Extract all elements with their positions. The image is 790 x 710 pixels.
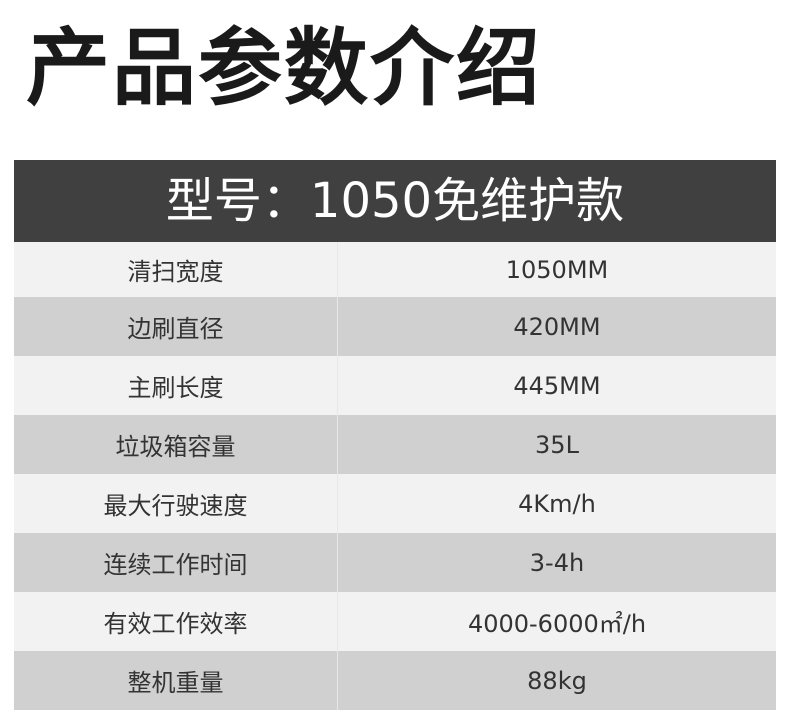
- table-row: 有效工作效率 4000-6000㎡/h: [14, 592, 776, 651]
- table-row: 最大行驶速度 4Km/h: [14, 474, 776, 533]
- page-title: 产品参数介绍: [26, 19, 543, 117]
- spec-value: 88kg: [527, 666, 587, 695]
- spec-value: 1050MM: [505, 255, 609, 284]
- spec-label: 有效工作效率: [14, 592, 338, 651]
- table-row: 边刷直径 420MM: [14, 297, 776, 356]
- spec-label: 边刷直径: [14, 297, 338, 356]
- table-row: 垃圾箱容量 35L: [14, 415, 776, 474]
- spec-label: 主刷长度: [14, 356, 338, 415]
- spec-value: 4Km/h: [518, 489, 596, 518]
- spec-label: 垃圾箱容量: [14, 415, 338, 474]
- table-row: 连续工作时间 3-4h: [14, 533, 776, 592]
- spec-value: 35L: [535, 430, 579, 459]
- spec-value: 420MM: [513, 312, 601, 341]
- spec-table: 型号：1050免维护款 清扫宽度 1050MM 边刷直径 420MM 主刷长度 445MM…: [14, 160, 776, 710]
- table-row: 整机重量 88kg: [14, 651, 776, 710]
- spec-label: 最大行驶速度: [14, 474, 338, 533]
- model-header: 型号：1050免维护款: [14, 160, 776, 242]
- table-row: 清扫宽度 1050MM: [14, 242, 776, 297]
- spec-label: 连续工作时间: [14, 533, 338, 592]
- spec-value: 3-4h: [529, 548, 585, 577]
- spec-label: 整机重量: [14, 651, 338, 710]
- spec-label: 清扫宽度: [14, 242, 338, 297]
- spec-value: 445MM: [513, 371, 601, 400]
- spec-value: 4000-6000㎡/h: [467, 610, 647, 638]
- table-row: 主刷长度 445MM: [14, 356, 776, 415]
